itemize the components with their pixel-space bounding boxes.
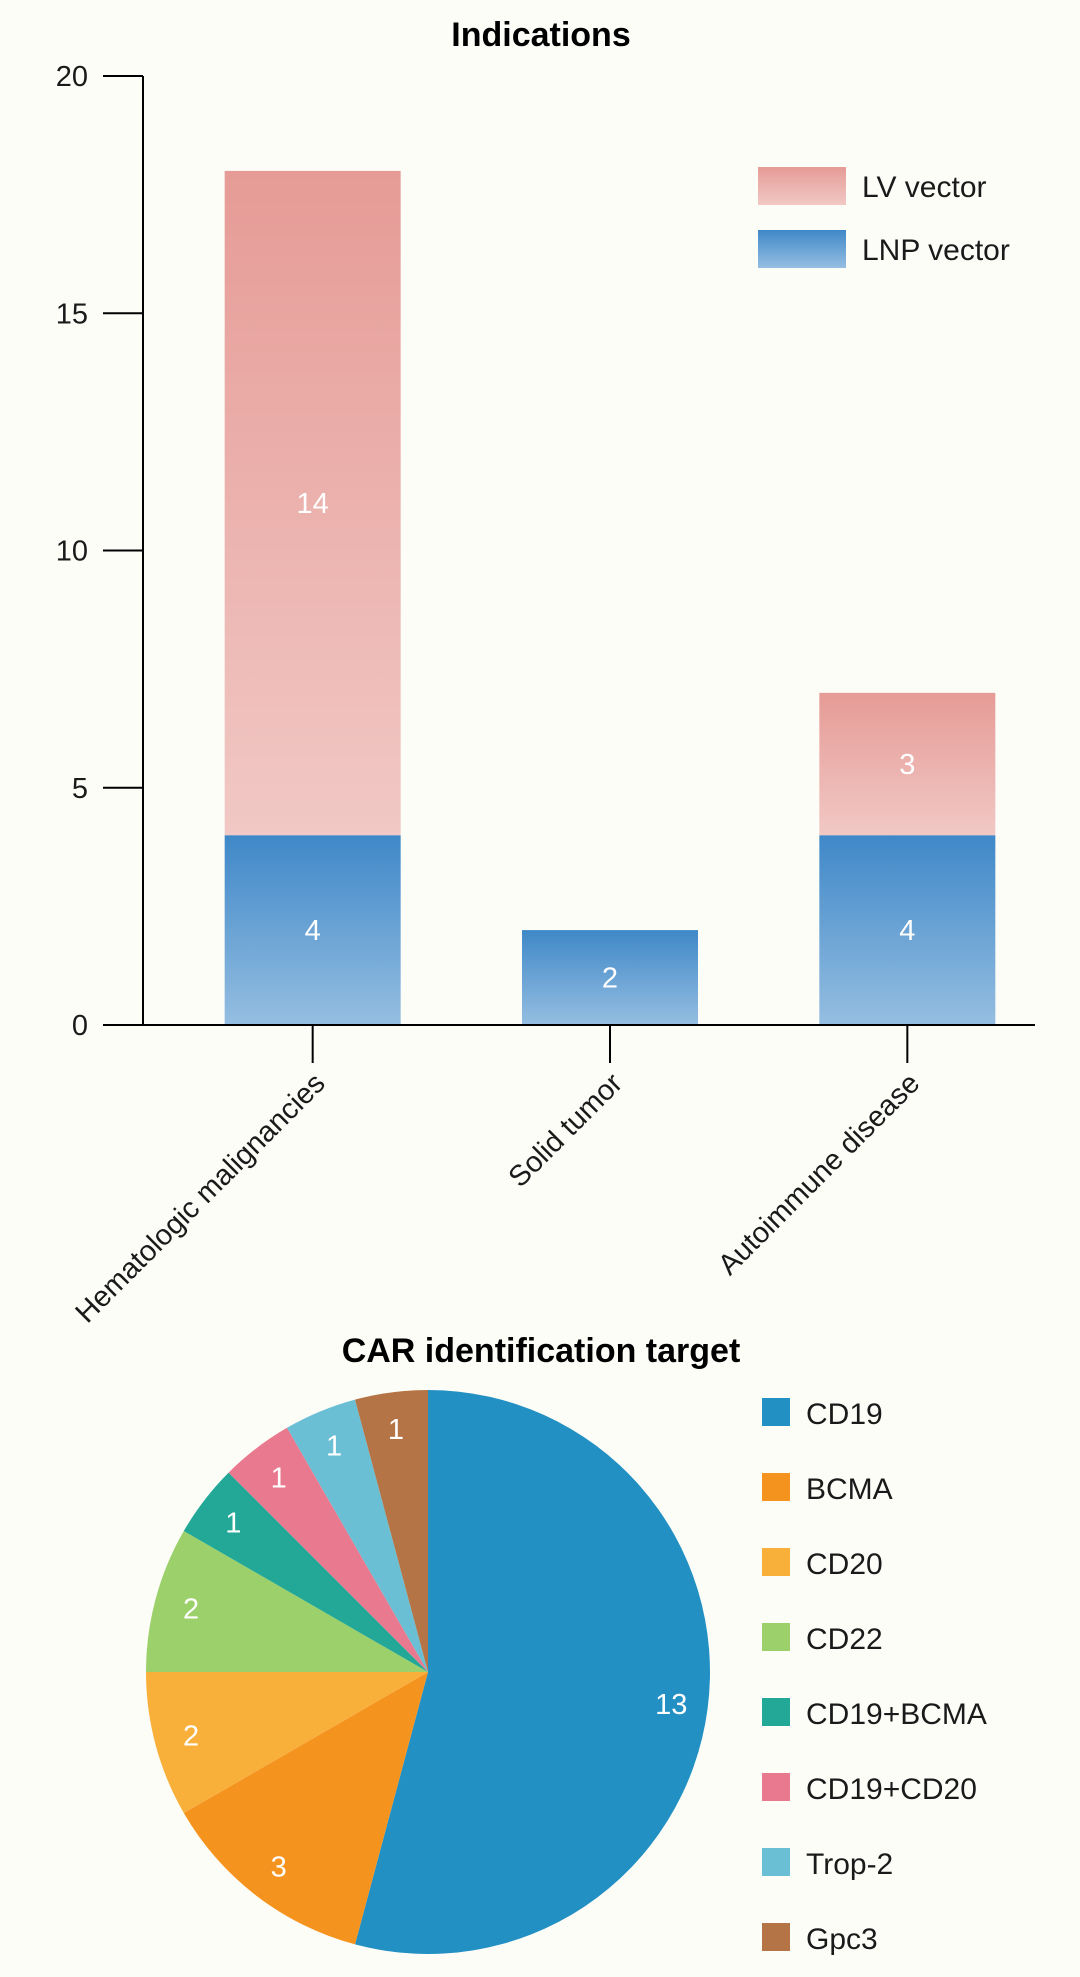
- bar-lnp-vector: [819, 835, 996, 1025]
- pie-value-label: 1: [271, 1462, 287, 1494]
- bar-value-label: 2: [602, 963, 618, 995]
- pie-value-label: 3: [271, 1852, 287, 1884]
- y-tick-label: 15: [56, 298, 88, 330]
- pie-slice-cd20: [146, 1672, 428, 1813]
- legend-label: CD20: [806, 1548, 883, 1581]
- bar-lnp-vector: [522, 930, 698, 1025]
- legend-swatch: [758, 167, 846, 205]
- pie-legend: CD19 BCMA CD20 CD22 CD19+BCMA CD19+CD20 Trop-2…: [762, 1398, 987, 1956]
- pie-slice-cd19: [355, 1390, 710, 1954]
- pie-value-label: 1: [326, 1430, 342, 1462]
- bar-x-axis: Hematologic malignancies Solid tumor Autoi…: [70, 1024, 1035, 1329]
- legend-label: BCMA: [806, 1473, 893, 1506]
- bar-value-label: 4: [305, 915, 321, 947]
- legend-swatch: [762, 1848, 790, 1876]
- legend-label: CD19+BCMA: [806, 1698, 987, 1731]
- bar-lv-vector: [819, 692, 996, 836]
- pie-value-label: 2: [183, 1720, 199, 1752]
- x-category-label: Autoimmune disease: [712, 1067, 926, 1281]
- pie-slice-cd22: [146, 1531, 428, 1672]
- y-tick-label: 20: [56, 61, 88, 93]
- y-tick-label: 5: [72, 773, 88, 805]
- legend-swatch: [762, 1773, 790, 1801]
- legend-swatch: [762, 1923, 790, 1951]
- legend-label: LV vector: [862, 171, 987, 204]
- y-tick-label: 10: [56, 536, 88, 568]
- legend-label: Gpc3: [806, 1923, 878, 1956]
- legend-swatch: [758, 230, 846, 268]
- legend-label: LNP vector: [862, 234, 1010, 267]
- pie-slice-cd19-bcma: [183, 1472, 428, 1672]
- pie-value-label: 1: [388, 1414, 404, 1446]
- y-tick-label: 0: [72, 1010, 88, 1042]
- bar-value-label: 14: [297, 488, 329, 520]
- pie-slice-gpc3: [355, 1390, 428, 1672]
- legend-label: Trop-2: [806, 1848, 893, 1881]
- legend-swatch: [762, 1473, 790, 1501]
- legend-label: CD19+CD20: [806, 1773, 977, 1806]
- legend-swatch: [762, 1623, 790, 1651]
- pie-value-label: 1: [225, 1508, 241, 1540]
- pie-slice-bcma: [183, 1672, 428, 1945]
- x-category-label: Solid tumor: [503, 1067, 630, 1194]
- pie-slice-trop-2: [287, 1399, 428, 1672]
- bar-lv-vector: [224, 170, 401, 836]
- bar-value-label: 3: [899, 749, 915, 781]
- bar-value-label: 4: [899, 915, 915, 947]
- bar-y-axis: 0 5 10 15 20: [56, 61, 144, 1042]
- pie-slice-cd19-cd20: [228, 1427, 428, 1672]
- legend-swatch: [762, 1698, 790, 1726]
- bar-legend: LV vector LNP vector: [758, 167, 1010, 268]
- x-category-label: Hematologic malignancies: [70, 1067, 332, 1329]
- legend-swatch: [762, 1548, 790, 1576]
- pie-value-label: 13: [655, 1689, 687, 1721]
- pie-slices: [146, 1390, 710, 1954]
- legend-label: CD19: [806, 1398, 883, 1431]
- bar-lnp-vector: [224, 835, 401, 1025]
- pie-chart-title: CAR identification target: [342, 1332, 741, 1370]
- legend-swatch: [762, 1398, 790, 1426]
- pie-value-label: 2: [183, 1594, 199, 1626]
- legend-label: CD22: [806, 1623, 883, 1656]
- bar-chart-title: Indications: [451, 16, 630, 54]
